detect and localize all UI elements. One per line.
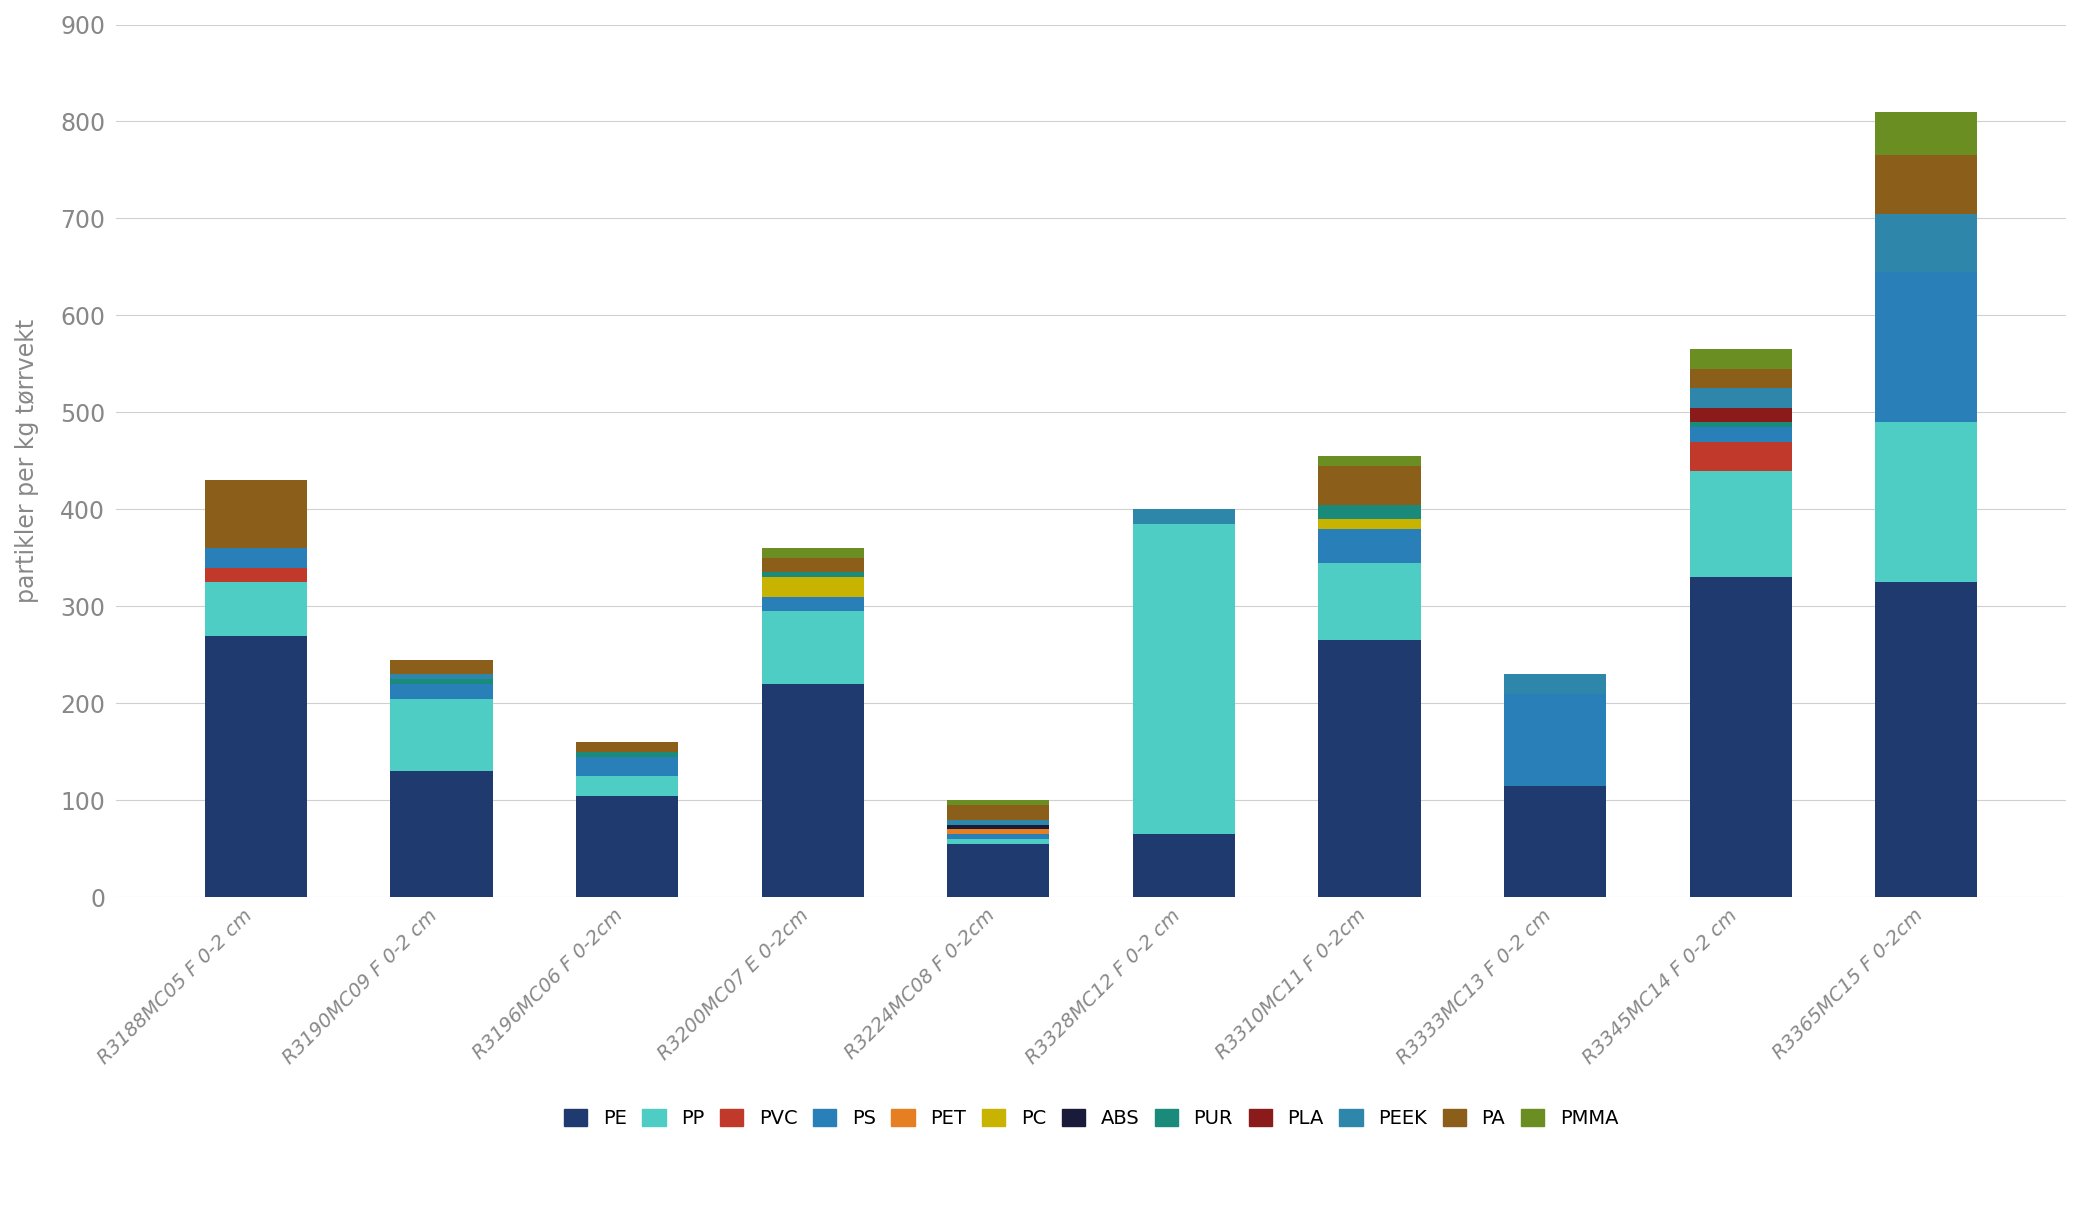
- Bar: [1505, 694, 1607, 785]
- Legend: PE, PP, PVC, PS, PET, PC, ABS, PUR, PLA, PEEK, PA, PMMA: PE, PP, PVC, PS, PET, PC, ABS, PUR, PLA,…: [554, 1099, 1627, 1137]
- Bar: [1875, 422, 1977, 582]
- Bar: [947, 805, 1049, 820]
- Bar: [1319, 563, 1421, 640]
- Bar: [204, 582, 306, 635]
- Bar: [762, 548, 864, 558]
- Bar: [1319, 465, 1421, 505]
- Bar: [762, 597, 864, 612]
- Bar: [947, 800, 1049, 805]
- Bar: [947, 820, 1049, 825]
- Bar: [204, 480, 306, 548]
- Y-axis label: partikler per kg tørrvekt: partikler per kg tørrvekt: [15, 319, 40, 603]
- Bar: [1505, 785, 1607, 897]
- Bar: [576, 752, 678, 757]
- Bar: [1690, 442, 1792, 470]
- Bar: [1875, 272, 1977, 422]
- Bar: [204, 635, 306, 897]
- Bar: [947, 840, 1049, 844]
- Bar: [947, 835, 1049, 840]
- Bar: [1132, 835, 1234, 897]
- Bar: [391, 772, 493, 897]
- Bar: [391, 684, 493, 698]
- Bar: [1875, 112, 1977, 155]
- Bar: [391, 698, 493, 772]
- Bar: [947, 844, 1049, 897]
- Bar: [947, 830, 1049, 835]
- Bar: [1319, 505, 1421, 519]
- Bar: [762, 577, 864, 597]
- Bar: [1690, 369, 1792, 388]
- Bar: [204, 567, 306, 582]
- Bar: [1319, 457, 1421, 465]
- Bar: [576, 795, 678, 897]
- Bar: [391, 675, 493, 680]
- Bar: [1690, 470, 1792, 577]
- Bar: [1875, 214, 1977, 272]
- Bar: [1132, 510, 1234, 524]
- Bar: [1132, 524, 1234, 835]
- Bar: [1690, 388, 1792, 407]
- Bar: [1690, 422, 1792, 427]
- Bar: [576, 777, 678, 795]
- Bar: [391, 680, 493, 684]
- Bar: [1505, 675, 1607, 694]
- Bar: [391, 660, 493, 675]
- Bar: [762, 684, 864, 897]
- Bar: [204, 548, 306, 567]
- Bar: [947, 825, 1049, 830]
- Bar: [1319, 519, 1421, 529]
- Bar: [576, 757, 678, 777]
- Bar: [762, 558, 864, 572]
- Bar: [762, 612, 864, 684]
- Bar: [1690, 577, 1792, 897]
- Bar: [1690, 427, 1792, 442]
- Bar: [1690, 350, 1792, 369]
- Bar: [576, 742, 678, 752]
- Bar: [1875, 582, 1977, 897]
- Bar: [1319, 640, 1421, 897]
- Bar: [1875, 155, 1977, 214]
- Bar: [1319, 529, 1421, 563]
- Bar: [762, 572, 864, 577]
- Bar: [1690, 407, 1792, 422]
